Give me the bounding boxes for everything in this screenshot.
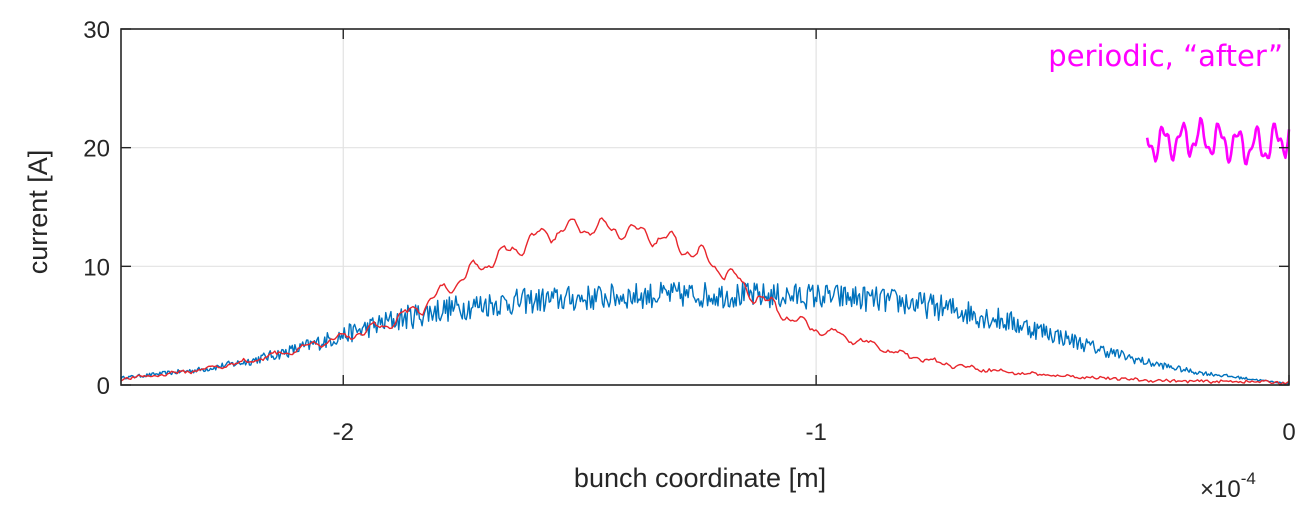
y-tick-label: 30: [83, 17, 110, 44]
x-tick-label: 0: [1282, 419, 1295, 446]
y-axis-label: current [A]: [23, 150, 53, 275]
x-axis-label: bunch coordinate [m]: [574, 463, 826, 493]
series-magenta-line: [1147, 118, 1289, 164]
plot-frame: [121, 29, 1289, 385]
grid: [121, 29, 1289, 385]
annotation-periodic-after: periodic, “after”: [1048, 39, 1283, 73]
x-multiplier: ×10-4: [1200, 469, 1256, 503]
series-red-line: [121, 218, 1289, 384]
x-tick-label: -1: [805, 419, 826, 446]
y-tick-label: 10: [83, 254, 110, 281]
x-multiplier-base: ×10: [1200, 476, 1241, 503]
ticks: -2 -1 0 0 10 20 30: [83, 17, 1295, 446]
x-tick-label: -2: [333, 419, 354, 446]
y-tick-label: 0: [97, 373, 110, 400]
y-tick-label: 20: [83, 136, 110, 163]
series-blue-line: [121, 282, 1289, 384]
x-multiplier-exponent: -4: [1241, 469, 1256, 488]
series-layer: [121, 118, 1289, 384]
